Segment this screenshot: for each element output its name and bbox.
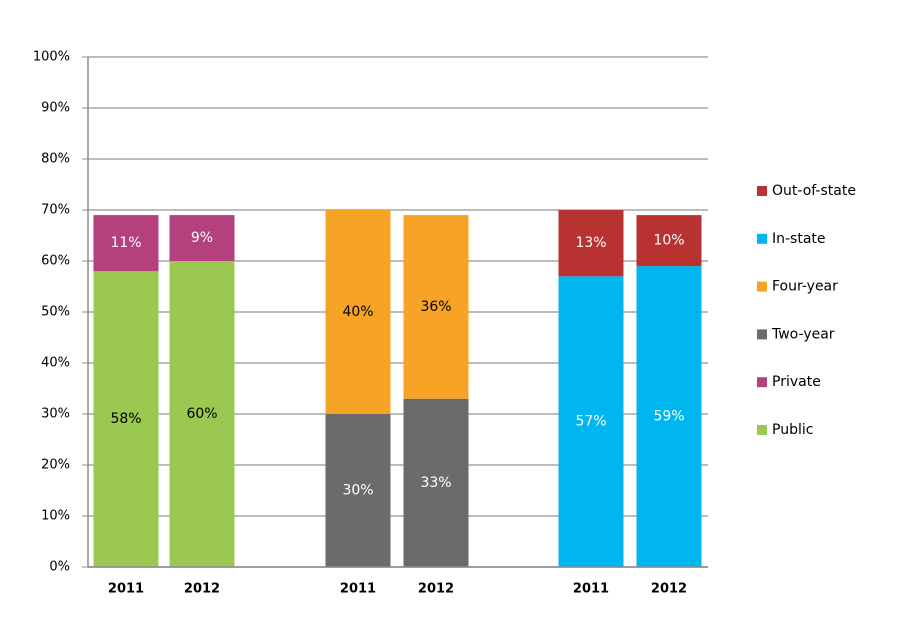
x-tick-label: 2012 bbox=[651, 582, 687, 597]
legend-label: In-state bbox=[772, 231, 826, 247]
legend-swatch bbox=[757, 186, 767, 196]
legend-swatch bbox=[757, 233, 767, 244]
x-tick-label: 2011 bbox=[573, 582, 609, 597]
x-tick-label: 2012 bbox=[418, 582, 454, 597]
data-label: 13% bbox=[575, 235, 606, 251]
bar-segment bbox=[403, 215, 469, 399]
bar-segment bbox=[636, 215, 702, 267]
y-tick-label: 20% bbox=[41, 458, 70, 473]
y-tick-label: 50% bbox=[41, 305, 70, 320]
y-tick-label: 30% bbox=[41, 407, 70, 422]
y-tick-label: 100% bbox=[33, 50, 70, 65]
y-tick-label: 40% bbox=[41, 356, 70, 371]
x-tick-label: 2011 bbox=[108, 582, 144, 597]
x-tick-label: 2012 bbox=[184, 582, 220, 597]
y-tick-label: 80% bbox=[41, 152, 70, 167]
bar-segment bbox=[558, 276, 624, 567]
data-label: 9% bbox=[191, 230, 213, 246]
bar-segment bbox=[93, 271, 159, 567]
data-label: 40% bbox=[342, 304, 373, 320]
legend-label: Four-year bbox=[772, 279, 838, 295]
y-tick-label: 0% bbox=[49, 560, 70, 575]
data-label: 57% bbox=[575, 414, 606, 430]
bar-segment bbox=[169, 261, 235, 567]
legend-label: Two-year bbox=[771, 326, 835, 342]
legend-swatch bbox=[757, 377, 767, 388]
legend-label: Public bbox=[772, 422, 813, 438]
y-tick-label: 90% bbox=[41, 101, 70, 116]
legend-swatch bbox=[757, 425, 767, 435]
legend-label: Private bbox=[772, 374, 821, 390]
data-label: 11% bbox=[110, 235, 141, 251]
bar-segment bbox=[169, 215, 235, 261]
data-label: 60% bbox=[186, 406, 217, 422]
bar-segment bbox=[325, 210, 391, 414]
y-tick-label: 60% bbox=[41, 254, 70, 269]
data-label: 59% bbox=[653, 409, 684, 425]
bar-segment bbox=[93, 215, 159, 272]
bar-segment bbox=[403, 398, 469, 567]
y-tick-label: 70% bbox=[41, 203, 70, 218]
legend-swatch bbox=[757, 281, 767, 292]
data-label: 10% bbox=[653, 233, 684, 249]
legend-swatch bbox=[757, 329, 767, 340]
bar-segment bbox=[325, 414, 391, 567]
data-label: 33% bbox=[420, 475, 451, 491]
data-label: 58% bbox=[110, 411, 141, 427]
y-tick-label: 10% bbox=[41, 509, 70, 524]
bar-segment bbox=[636, 266, 702, 567]
bar-segment bbox=[558, 210, 624, 277]
x-tick-label: 2011 bbox=[340, 582, 376, 597]
data-label: 36% bbox=[420, 299, 451, 315]
data-label: 30% bbox=[342, 483, 373, 499]
legend-label: Out-of-state bbox=[772, 183, 856, 199]
